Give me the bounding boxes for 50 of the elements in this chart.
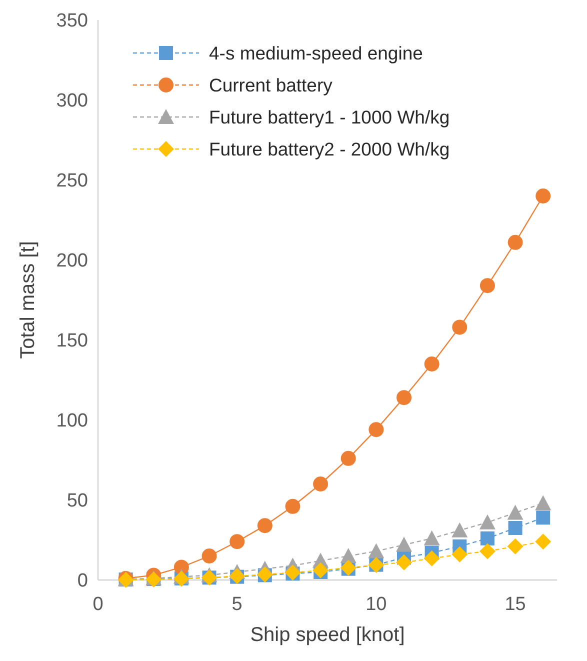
point <box>368 543 384 558</box>
x-axis-title: Ship speed [knot] <box>250 624 405 646</box>
y-tick-label: 300 <box>56 90 88 112</box>
point <box>507 538 524 554</box>
point <box>535 534 552 550</box>
point <box>452 522 468 538</box>
point <box>424 530 440 546</box>
legend-label: Current battery <box>209 74 334 96</box>
y-tick-label: 150 <box>56 330 88 352</box>
point <box>536 188 551 204</box>
point <box>340 450 356 466</box>
point <box>424 356 440 372</box>
x-tick-label: 0 <box>92 594 104 615</box>
point <box>396 554 412 570</box>
point <box>174 560 189 575</box>
y-tick-label: 350 <box>56 10 88 32</box>
y-tick-label: 250 <box>56 170 88 192</box>
point <box>230 534 245 550</box>
x-tick-label: 10 <box>366 594 387 615</box>
point <box>479 514 496 530</box>
point <box>424 550 440 566</box>
y-tick-label: 200 <box>56 250 88 272</box>
legend-label: 4-s medium-speed engine <box>209 42 423 64</box>
point <box>285 498 300 514</box>
y-axis-title: Total mass [t] <box>17 241 39 359</box>
x-tick-label: 5 <box>232 594 242 615</box>
point <box>452 320 468 335</box>
y-tick-label: 100 <box>56 410 88 432</box>
point <box>452 546 468 562</box>
point <box>507 504 524 520</box>
point <box>313 476 328 492</box>
point <box>368 422 384 438</box>
legend-label: Future battery1 - 1000 Wh/kg <box>209 106 450 128</box>
y-tick-label: 0 <box>77 570 88 592</box>
point <box>479 543 496 560</box>
point <box>508 234 523 250</box>
point <box>257 518 272 534</box>
point <box>340 548 356 563</box>
point <box>312 562 329 578</box>
point <box>480 531 494 546</box>
point <box>396 390 412 406</box>
point <box>202 548 217 564</box>
point <box>535 495 552 510</box>
y-tick-label: 50 <box>66 490 88 512</box>
legend-label: Future battery2 - 2000 Wh/kg <box>209 138 450 160</box>
x-tick-label: 15 <box>504 594 526 615</box>
point <box>536 510 550 525</box>
point <box>396 536 412 552</box>
point <box>480 278 495 294</box>
point <box>508 521 522 535</box>
